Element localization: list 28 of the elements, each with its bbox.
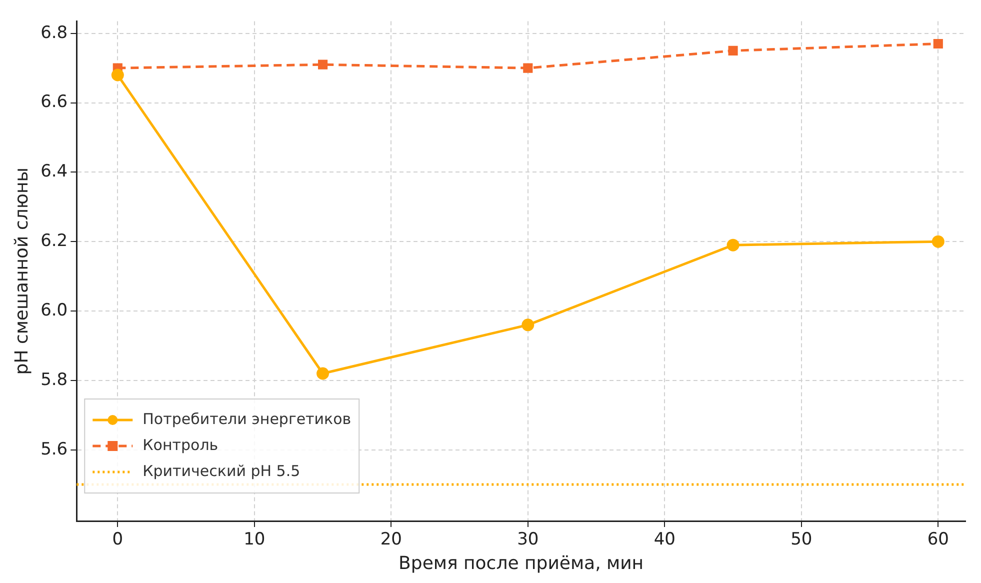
x-tick-label: 30 [517,530,539,550]
point [522,318,534,332]
x-tick-label: 40 [654,530,676,550]
y-tick-label: 6.8 [40,22,68,43]
legend-label: Критический pH 5.5 [142,462,300,480]
point [933,38,943,49]
x-tick-label: 10 [244,530,266,550]
legend-label: Потребители энергетиков [142,410,352,428]
x-tick-label: 20 [380,530,402,550]
y-tick-label: 6.4 [40,162,68,182]
y-tick-label: 5.8 [40,370,68,390]
x-tick-label: 60 [927,530,949,550]
point [316,367,330,380]
point [932,235,944,248]
x-tick-label: 50 [790,530,812,550]
x-tick-label: 0 [112,530,124,550]
y-axis-title: pH смешанной слюны [11,167,32,375]
legend-label: Контроль [142,436,218,454]
y-tick-label: 6.0 [40,300,68,320]
point [728,46,738,56]
x-axis-title: Время после приёма, мин [398,552,644,574]
y-tick-label: 5.6 [40,439,68,460]
y-tick-label: 6.2 [40,231,68,252]
point [523,63,533,73]
point [111,68,124,82]
point [726,238,740,252]
y-tick-label: 6.6 [40,92,68,112]
point [318,60,328,70]
